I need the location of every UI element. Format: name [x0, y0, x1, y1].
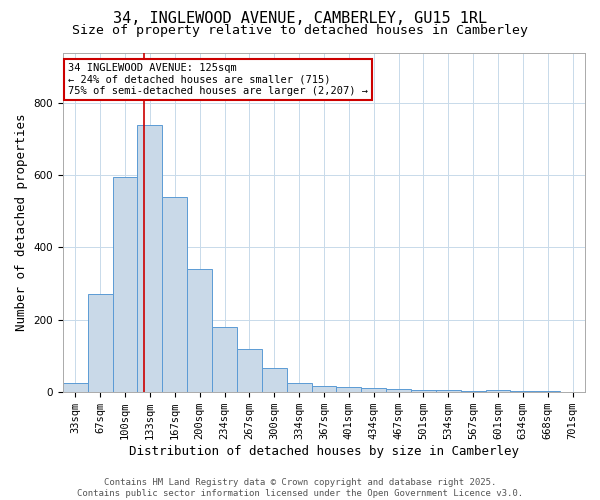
- Bar: [137, 124, 163, 392]
- Bar: [212, 328, 237, 392]
- Text: Contains HM Land Registry data © Crown copyright and database right 2025.
Contai: Contains HM Land Registry data © Crown c…: [77, 478, 523, 498]
- Text: 34 INGLEWOOD AVENUE: 125sqm
← 24% of detached houses are smaller (715)
75% of se: 34 INGLEWOOD AVENUE: 125sqm ← 24% of det…: [68, 62, 368, 96]
- Bar: [386, 389, 411, 392]
- Bar: [187, 269, 212, 392]
- Bar: [337, 388, 361, 392]
- Bar: [485, 390, 511, 392]
- Bar: [163, 197, 187, 392]
- Bar: [237, 349, 262, 392]
- Bar: [411, 390, 436, 392]
- Bar: [436, 390, 461, 392]
- Bar: [461, 391, 485, 392]
- Bar: [287, 382, 311, 392]
- Text: Size of property relative to detached houses in Camberley: Size of property relative to detached ho…: [72, 24, 528, 37]
- Bar: [311, 386, 337, 392]
- Bar: [63, 382, 88, 392]
- Text: 34, INGLEWOOD AVENUE, CAMBERLEY, GU15 1RL: 34, INGLEWOOD AVENUE, CAMBERLEY, GU15 1R…: [113, 11, 487, 26]
- X-axis label: Distribution of detached houses by size in Camberley: Distribution of detached houses by size …: [129, 444, 519, 458]
- Bar: [113, 177, 137, 392]
- Bar: [262, 368, 287, 392]
- Y-axis label: Number of detached properties: Number of detached properties: [15, 114, 28, 331]
- Bar: [88, 294, 113, 392]
- Bar: [361, 388, 386, 392]
